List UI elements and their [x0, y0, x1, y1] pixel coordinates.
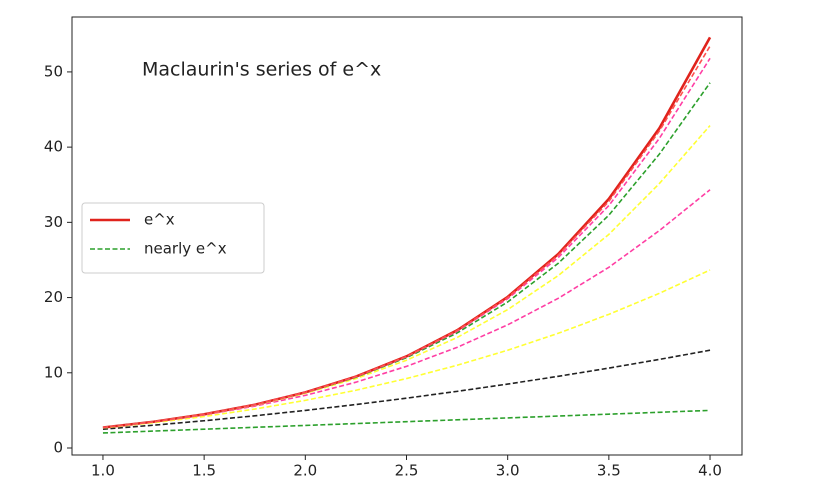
- y-tick-label: 20: [44, 288, 63, 306]
- x-tick-label: 3.0: [496, 462, 520, 480]
- x-tick-label: 4.0: [698, 462, 722, 480]
- x-tick-label: 3.5: [597, 462, 621, 480]
- y-tick-label: 30: [44, 213, 63, 231]
- series-line: [102, 125, 711, 429]
- y-tick-label: 50: [44, 62, 63, 80]
- series-line: [102, 349, 711, 430]
- series-line: [102, 45, 711, 429]
- x-tick-label: 2.5: [395, 462, 419, 480]
- series-line: [102, 409, 711, 434]
- series-line: [102, 269, 711, 429]
- x-tick-label: 1.5: [192, 462, 216, 480]
- legend-label: e^x: [144, 211, 175, 229]
- legend-label: nearly e^x: [144, 240, 227, 258]
- y-tick-label: 0: [53, 439, 63, 457]
- chart-title: Maclaurin's series of e^x: [142, 59, 381, 81]
- y-tick-label: 40: [44, 138, 63, 156]
- plot-frame: [71, 16, 743, 456]
- y-tick-label: 10: [44, 363, 63, 381]
- x-tick-label: 1.0: [91, 462, 115, 480]
- x-tick-label: 2.0: [293, 462, 317, 480]
